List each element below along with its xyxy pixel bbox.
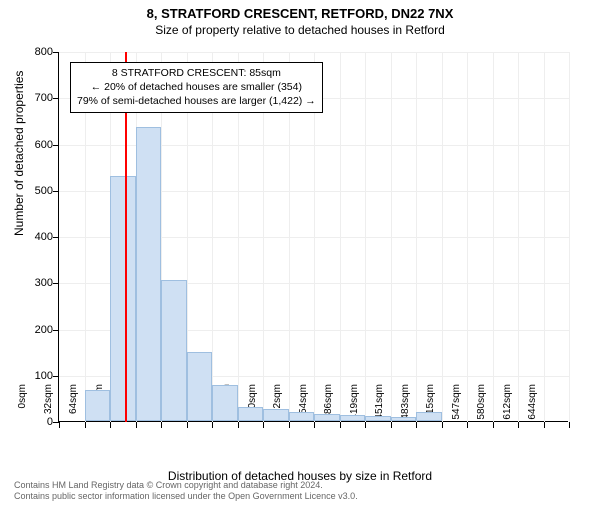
x-tick: [85, 422, 86, 428]
histogram-bar: [365, 416, 391, 421]
histogram-bar: [110, 176, 136, 421]
annotation-box: 8 STRATFORD CRESCENT: 85sqm ← 20% of det…: [70, 62, 323, 113]
y-tick: [53, 283, 59, 284]
x-tick-label: 322sqm: [272, 384, 283, 430]
histogram-bar: [263, 409, 289, 421]
x-tick: [569, 422, 570, 428]
x-tick: [161, 422, 162, 428]
annotation-line1: 8 STRATFORD CRESCENT: 85sqm: [77, 66, 316, 80]
x-tick: [416, 422, 417, 428]
chart-title-line2: Size of property relative to detached ho…: [0, 23, 600, 37]
x-tick-label: 612sqm: [502, 384, 513, 430]
x-tick-label: 547sqm: [451, 384, 462, 430]
y-tick-label: 500: [15, 185, 53, 197]
x-tick: [391, 422, 392, 428]
y-tick-label: 300: [15, 277, 53, 289]
x-gridline: [544, 52, 545, 422]
x-tick: [187, 422, 188, 428]
x-gridline: [416, 52, 417, 422]
x-tick: [314, 422, 315, 428]
histogram-bar: [136, 127, 162, 421]
footer-attribution: Contains HM Land Registry data © Crown c…: [14, 480, 358, 502]
x-tick: [442, 422, 443, 428]
histogram-bar: [212, 385, 238, 421]
x-gridline: [442, 52, 443, 422]
x-tick-label: 64sqm: [68, 384, 79, 430]
x-tick-label: 354sqm: [298, 384, 309, 430]
x-gridline: [569, 52, 570, 422]
plot-area: 01002003004005006007008000sqm32sqm64sqm9…: [58, 52, 568, 422]
x-tick-label: 32sqm: [43, 384, 54, 430]
x-tick-label: 644sqm: [527, 384, 538, 430]
histogram-bar: [187, 352, 213, 421]
footer-line2: Contains public sector information licen…: [14, 491, 358, 502]
x-tick: [365, 422, 366, 428]
x-tick: [238, 422, 239, 428]
x-tick-label: 386sqm: [323, 384, 334, 430]
y-tick-label: 600: [15, 139, 53, 151]
y-tick-label: 400: [15, 231, 53, 243]
histogram-bar: [289, 412, 315, 421]
x-tick-label: 0sqm: [17, 384, 28, 430]
y-tick: [53, 191, 59, 192]
histogram-bar: [161, 280, 187, 421]
y-tick: [53, 376, 59, 377]
y-tick-label: 200: [15, 324, 53, 336]
histogram-bar: [85, 390, 111, 421]
y-tick-label: 700: [15, 92, 53, 104]
y-tick: [53, 145, 59, 146]
y-tick: [53, 237, 59, 238]
y-tick-label: 800: [15, 46, 53, 58]
x-tick: [263, 422, 264, 428]
x-tick-label: 419sqm: [349, 384, 360, 430]
x-tick: [110, 422, 111, 428]
x-tick: [59, 422, 60, 428]
y-tick: [53, 52, 59, 53]
x-gridline: [518, 52, 519, 422]
chart-title-line1: 8, STRATFORD CRESCENT, RETFORD, DN22 7NX: [0, 6, 600, 21]
histogram-bar: [391, 417, 417, 421]
y-tick-label: 100: [15, 370, 53, 382]
histogram-bar: [314, 414, 340, 421]
x-tick-label: 580sqm: [476, 384, 487, 430]
x-tick: [136, 422, 137, 428]
x-tick: [340, 422, 341, 428]
x-tick: [518, 422, 519, 428]
x-tick-label: 515sqm: [425, 384, 436, 430]
x-tick: [467, 422, 468, 428]
histogram-bar: [416, 412, 442, 421]
annotation-line3: 79% of semi-detached houses are larger (…: [77, 94, 316, 108]
x-gridline: [391, 52, 392, 422]
x-gridline: [340, 52, 341, 422]
histogram-bar: [340, 415, 366, 421]
annotation-line2: ← 20% of detached houses are smaller (35…: [77, 80, 316, 94]
x-tick-label: 483sqm: [400, 384, 411, 430]
y-tick: [53, 330, 59, 331]
x-tick: [493, 422, 494, 428]
x-tick: [212, 422, 213, 428]
x-gridline: [365, 52, 366, 422]
footer-line1: Contains HM Land Registry data © Crown c…: [14, 480, 358, 491]
histogram-bar: [238, 407, 264, 421]
y-tick: [53, 98, 59, 99]
x-tick: [289, 422, 290, 428]
x-gridline: [467, 52, 468, 422]
x-tick-label: 451sqm: [374, 384, 385, 430]
x-tick: [544, 422, 545, 428]
x-gridline: [493, 52, 494, 422]
